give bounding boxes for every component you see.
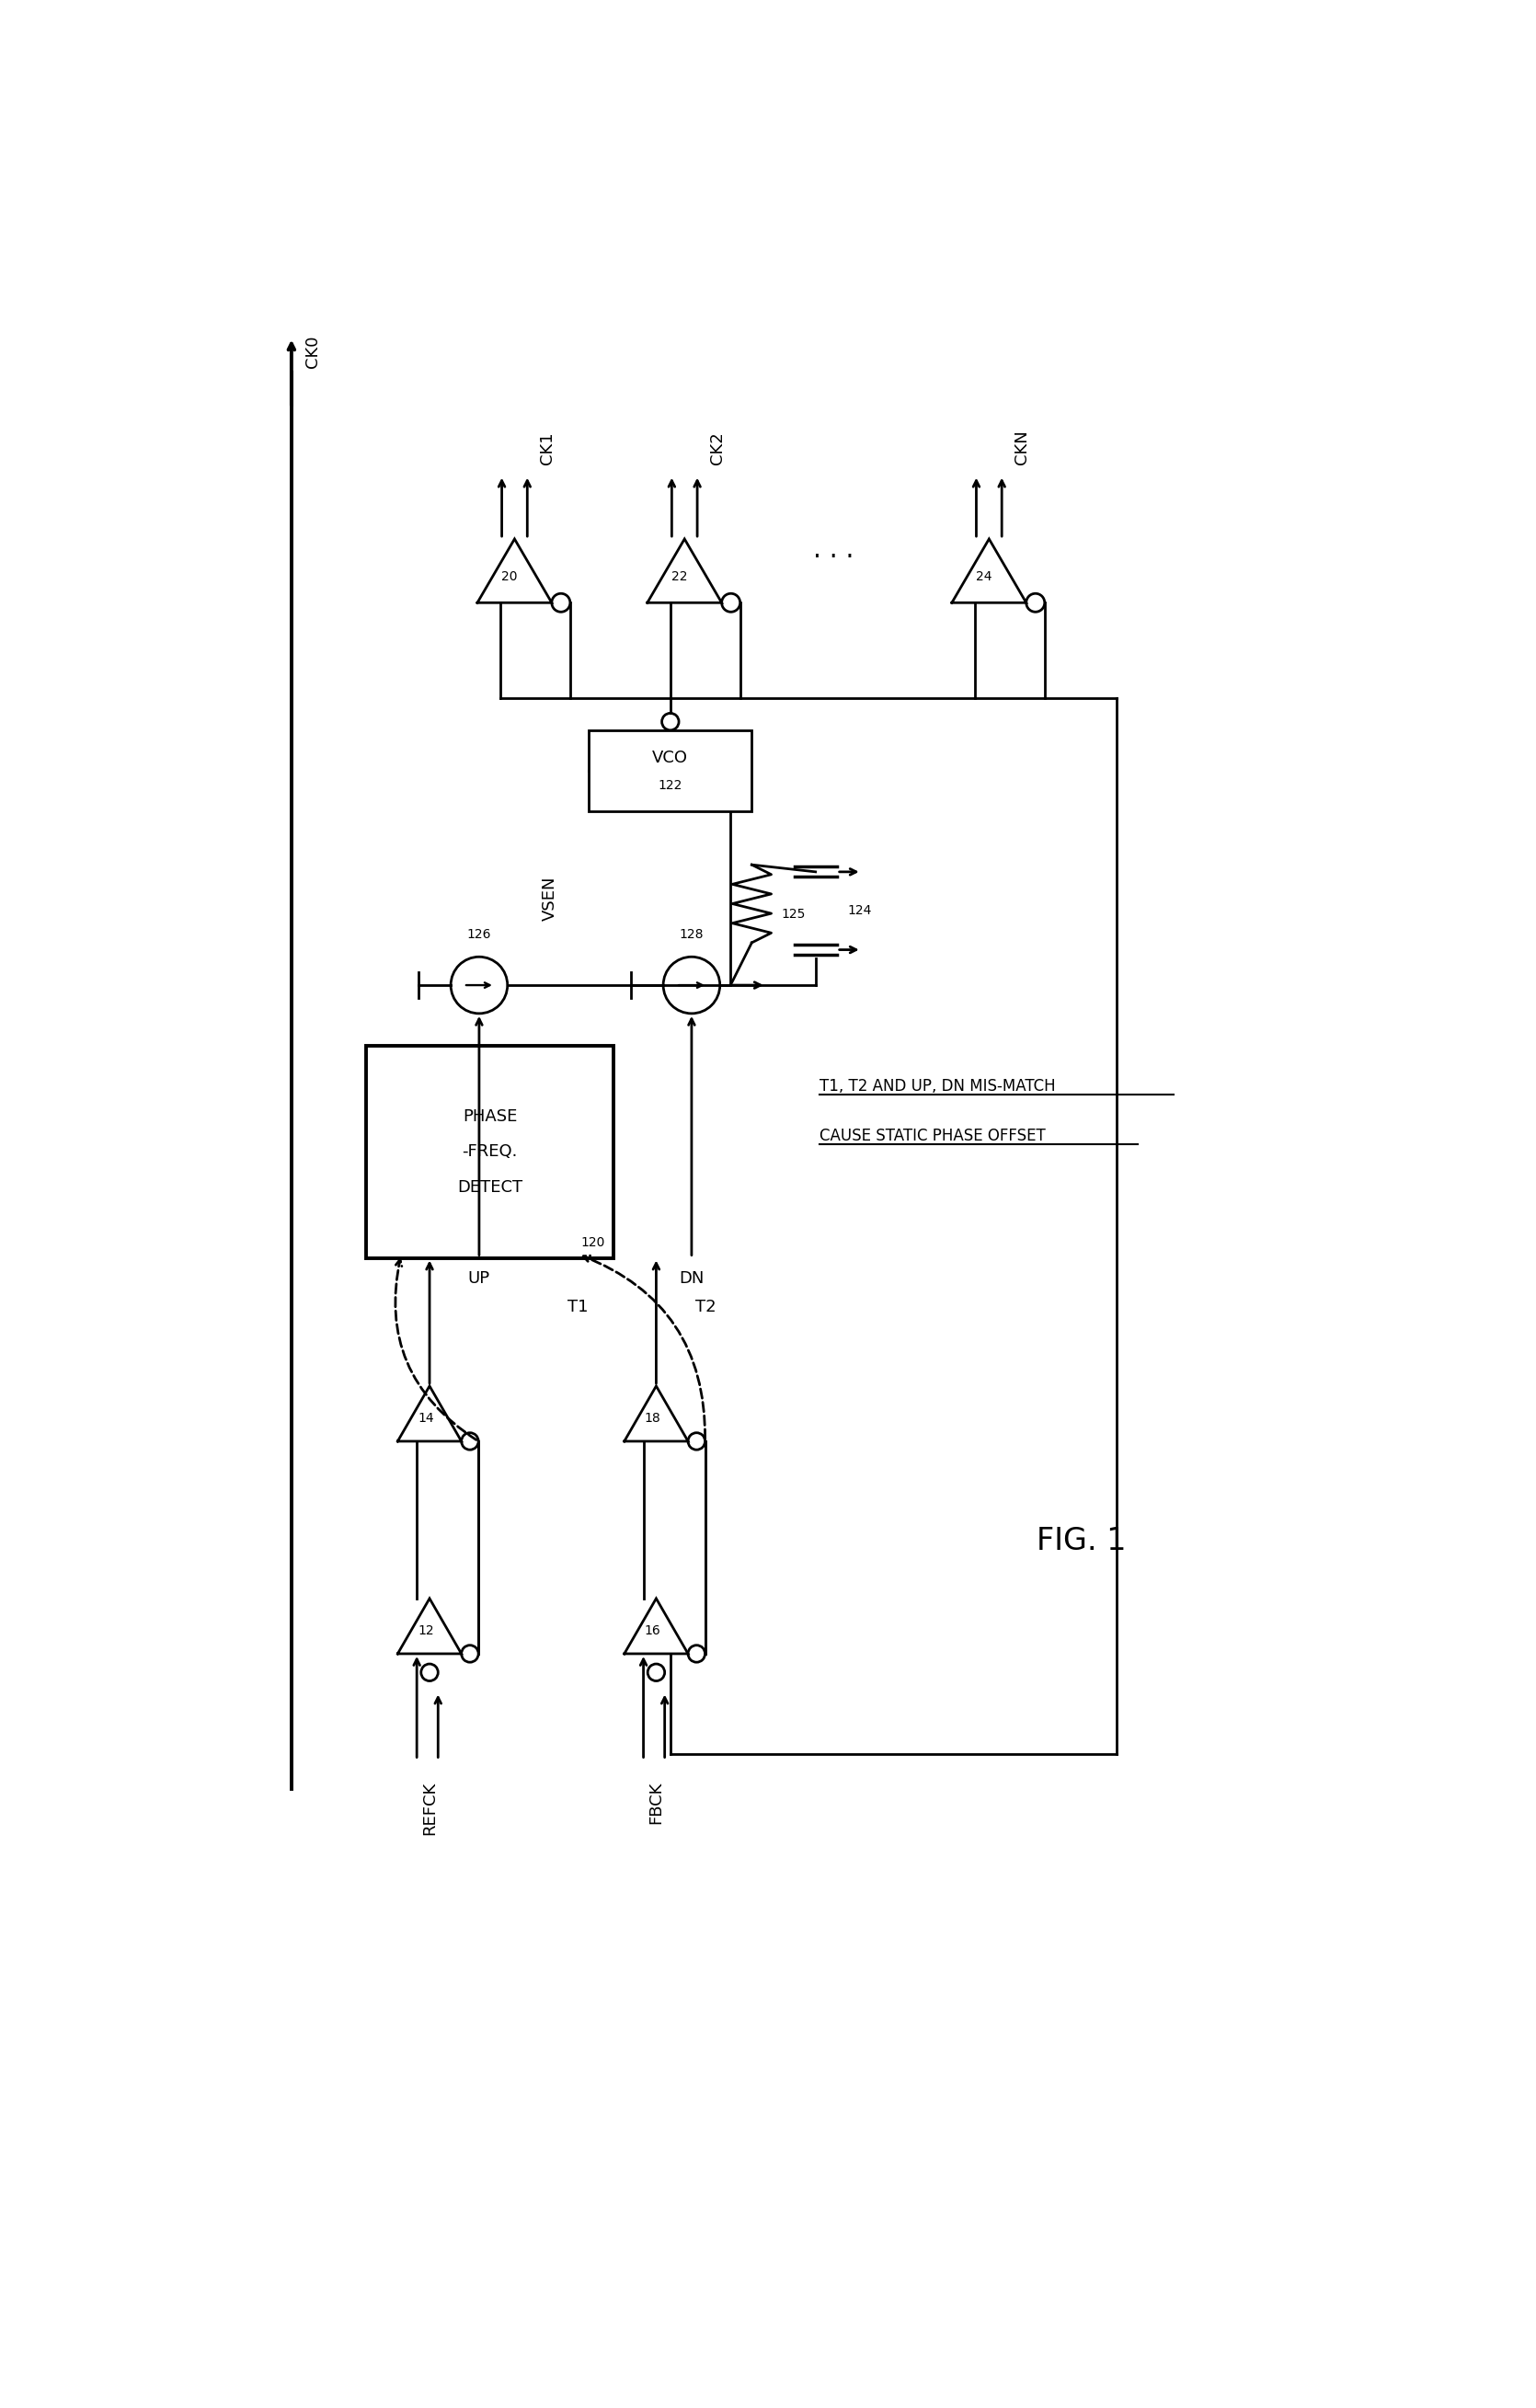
Text: 20: 20 (502, 571, 518, 583)
Text: 14: 14 (418, 1411, 435, 1423)
Text: 122: 122 (659, 778, 682, 792)
Text: T2: T2 (696, 1300, 716, 1315)
Text: VSEN: VSEN (542, 877, 558, 920)
Text: DN: DN (679, 1271, 703, 1288)
Text: 120: 120 (581, 1235, 605, 1250)
Text: UP: UP (468, 1271, 490, 1288)
Text: 128: 128 (679, 929, 703, 942)
Bar (366, 1045, 614, 1257)
Text: -FREQ.: -FREQ. (462, 1144, 518, 1161)
Text: PHASE: PHASE (462, 1108, 518, 1125)
Text: T1: T1 (568, 1300, 588, 1315)
Text: FIG. 1: FIG. 1 (1037, 1527, 1126, 1556)
Text: 22: 22 (671, 571, 688, 583)
Text: 18: 18 (645, 1411, 660, 1423)
Text: 125: 125 (782, 908, 806, 920)
Text: 16: 16 (645, 1623, 660, 1637)
Text: 126: 126 (467, 929, 492, 942)
Text: CK1: CK1 (539, 431, 556, 465)
Text: CK0: CK0 (304, 335, 321, 368)
Text: CK2: CK2 (710, 431, 727, 465)
Text: VCO: VCO (653, 749, 688, 766)
Text: 124: 124 (848, 905, 871, 917)
Text: CAUSE STATIC PHASE OFFSET: CAUSE STATIC PHASE OFFSET (819, 1127, 1044, 1144)
Text: T1, T2 AND UP, DN MIS-MATCH: T1, T2 AND UP, DN MIS-MATCH (819, 1079, 1055, 1096)
Text: DETECT: DETECT (458, 1180, 522, 1194)
Text: FBCK: FBCK (648, 1782, 665, 1823)
Text: REFCK: REFCK (421, 1782, 438, 1835)
Text: 24: 24 (975, 571, 992, 583)
Text: 12: 12 (418, 1623, 435, 1637)
Text: . . .: . . . (813, 537, 854, 563)
Bar (588, 730, 751, 811)
Text: CKN: CKN (1014, 431, 1031, 465)
